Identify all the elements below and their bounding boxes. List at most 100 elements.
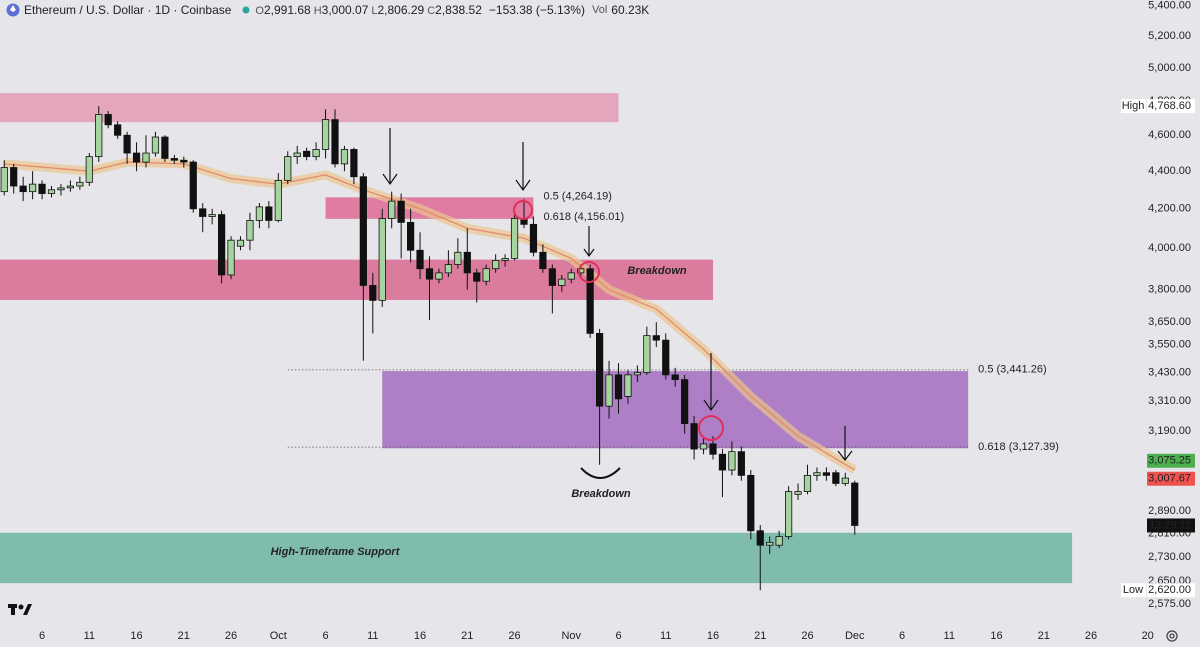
settings-icon[interactable] [1166,630,1178,642]
candle-body [331,119,339,165]
candle-body [558,278,566,286]
candle-body [813,472,821,476]
stat-key: C [427,5,436,17]
candle-body [596,332,604,407]
change: −153.38 (−5.13%) [488,3,585,17]
annotation-label: Breakdown [627,265,687,277]
candle-body [151,136,160,154]
candle-body [38,183,46,194]
candle-body [699,443,708,450]
candle-body [794,491,802,495]
candle-body [605,374,613,407]
highlight-circle [698,415,724,441]
candle-body [671,374,679,380]
candle-body [293,152,301,158]
zone [0,93,619,123]
candle-body [350,149,358,178]
candle-body [473,272,481,282]
candle-body [104,114,112,126]
candle-body [747,474,755,532]
y-tick-label: 3,650.00 [1148,316,1191,328]
candle-body [851,482,859,526]
x-tick-label: 26 [225,630,237,642]
price-tag-label: 3,075.25 [1148,455,1191,467]
candle-body [482,268,490,282]
candle-body [340,149,349,165]
x-tick-label: 11 [367,630,378,642]
y-tick-label: 4,000.00 [1148,242,1191,254]
candle-body [841,477,849,484]
candle-body [756,530,764,546]
countdown-box [1147,518,1195,533]
candle-body [785,491,793,537]
candle-body [492,260,500,270]
x-tick-label: 16 [990,630,1002,642]
x-tick-label: 21 [754,630,766,642]
symbol-title: Ethereum / U.S. Dollar · 1D · Coinbase [24,3,232,17]
candle-body [577,268,585,274]
candle-body [539,251,547,270]
candle-body [378,218,386,301]
candle-body [586,268,594,334]
candle-body [274,180,282,221]
candle-body [303,150,311,158]
candle-body [652,335,660,341]
candle-body [142,152,150,163]
candle-body [0,167,8,193]
candle-body [709,443,717,455]
highlight-circle [513,200,533,220]
x-tick-label: 16 [130,630,142,642]
candle-body [690,423,698,450]
stat-value: 2,991.68 [263,3,311,17]
candle-body [85,156,93,183]
fib-levels: 0.5 (4,264.19) 0.618 (4,156.01) 0.5 (3,441… [287,190,1059,453]
x-tick-label: 21 [1038,630,1050,642]
candle-body [312,149,320,158]
y-tick-label: 4,400.00 [1148,165,1191,177]
candle-body [425,268,434,280]
ohlc-stats: O2,991.68 H3,000.07 L2,806.29 C2,838.52 [255,3,484,17]
price-tag [1147,99,1195,114]
candle-body [766,541,774,546]
candle-body [567,272,575,280]
candle-body [548,268,556,286]
candle-body [529,223,538,253]
arc [580,467,621,479]
candle-body [643,335,651,373]
candle-body [227,239,235,276]
candle-body [435,272,443,280]
candle-body [388,200,396,219]
annotation-label: High-Timeframe Support [271,546,401,558]
stat-key: L [371,5,378,17]
fib-label: 0.618 (3,127.39) [978,441,1059,453]
tag-name: High [1122,100,1145,112]
y-tick-label: 4,600.00 [1148,129,1191,141]
price-tag-label: 3,007.67 [1148,473,1191,485]
candle-body [199,208,207,217]
zone [0,259,713,300]
candle-body [123,134,131,154]
arrow-head [703,399,719,412]
x-tick-label: 11 [84,630,95,642]
tag-name-box [1121,99,1146,114]
y-tick-label: 3,310.00 [1148,395,1191,407]
y-tick-label: 5,000.00 [1148,62,1191,74]
candle-body [369,285,377,301]
candle-body [114,124,122,136]
y-tick-label: 3,190.00 [1148,425,1191,437]
candle-body [321,119,330,150]
tag-name-box [1121,583,1146,598]
candle-body [737,451,745,476]
candle-body [180,159,188,163]
volume-label: Vol [591,4,608,16]
stat-value: 2,806.29 [377,3,425,17]
y-tick-label: 5,400.00 [1148,0,1191,12]
candle-body [208,214,216,217]
x-tick-label: 21 [178,630,190,642]
candle-body [284,156,292,181]
x-tick-label: 6 [615,630,621,642]
stat-key: H [313,5,322,17]
candle-body [66,185,74,189]
stat-key: O [255,5,264,17]
tradingview-logo [8,604,32,615]
